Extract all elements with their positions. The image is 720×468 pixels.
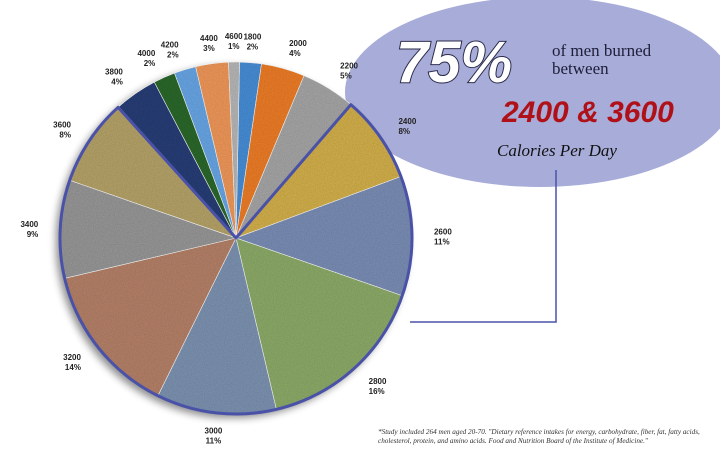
slice-label-2800: 2800	[369, 377, 387, 386]
callout-connector	[410, 170, 557, 323]
slice-percent-4000: 2%	[144, 59, 156, 68]
slice-percent-3600: 8%	[59, 131, 71, 140]
highlight-range-outline	[58, 103, 414, 416]
callout-ellipse	[345, 0, 720, 187]
slice-label-2200: 2200	[340, 62, 358, 71]
slice-label-1800: 1800	[243, 33, 261, 42]
slice-label-2400: 2400	[398, 117, 416, 126]
footnote: *Study included 264 men aged 20-70. "Die…	[378, 428, 700, 445]
pie-slice-4600	[228, 61, 240, 239]
pie-chart	[59, 61, 413, 415]
slice-label-3800: 3800	[105, 68, 123, 77]
slice-percent-3200: 14%	[65, 363, 81, 372]
callout-unit: Calories Per Day	[497, 141, 617, 160]
callout-percent: 75%	[396, 30, 512, 95]
slice-percent-3000: 11%	[206, 437, 222, 446]
slice-percent-4400: 3%	[203, 44, 215, 53]
slice-label-2000: 2000	[289, 39, 307, 48]
slice-percent-2600: 11%	[434, 238, 450, 247]
slice-percent-3800: 4%	[111, 78, 123, 87]
slice-percent-2000: 4%	[289, 49, 301, 58]
slice-label-2600: 2600	[434, 228, 452, 237]
callout-line1: of men burned	[552, 41, 652, 60]
slice-label-3200: 3200	[63, 353, 81, 362]
slice-label-4600: 4600	[225, 32, 243, 41]
slice-label-3600: 3600	[53, 121, 71, 130]
slice-percent-4600: 1%	[228, 42, 240, 51]
slice-percent-3400: 9%	[27, 230, 39, 239]
callout-range: 2400 & 3600	[501, 96, 674, 129]
slice-label-3000: 3000	[205, 427, 223, 436]
callout-line2: between	[552, 59, 609, 78]
slice-percent-2200: 5%	[340, 72, 352, 81]
slice-percent-2800: 16%	[369, 387, 385, 396]
slice-label-4200: 4200	[161, 41, 179, 50]
slice-percent-1800: 2%	[247, 43, 259, 52]
highlight-outline	[58, 103, 414, 416]
slice-label-4400: 4400	[200, 34, 218, 43]
slice-percent-2400: 8%	[398, 127, 410, 136]
slice-percent-4200: 2%	[167, 51, 179, 60]
slice-label-3400: 3400	[20, 220, 38, 229]
slice-label-4000: 4000	[137, 49, 155, 58]
